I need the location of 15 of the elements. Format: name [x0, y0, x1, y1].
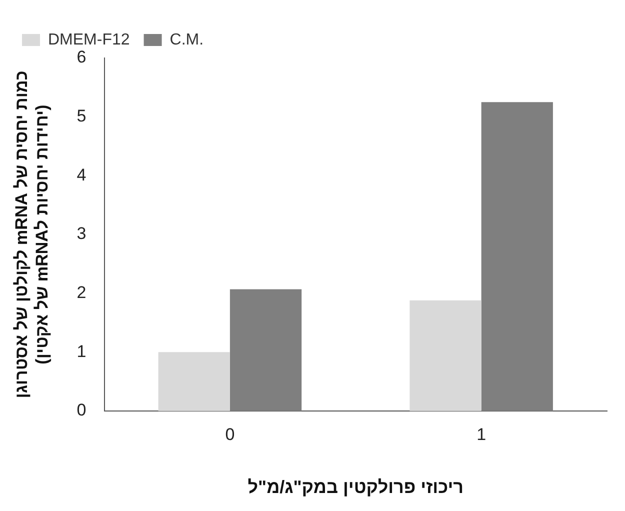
y-tick-label: 0 — [76, 400, 86, 420]
legend-label: DMEM-F12 — [48, 31, 130, 48]
y-tick-label: 3 — [76, 224, 86, 244]
y-tick-label: 5 — [76, 106, 86, 126]
bar — [410, 300, 482, 411]
x-axis-title: ריכוזי פרולקטין במק"ג/מ"ל — [248, 477, 464, 498]
y-axis-title: כמות יחסית של mRNA לקולטן של אסטרוגן (יחידות יחסיות לmRNA של אקטין) — [12, 70, 52, 398]
y-tick-label: 2 — [76, 283, 86, 302]
bar — [481, 102, 553, 411]
y-tick-label: 4 — [76, 165, 86, 184]
legend-label: C.M. — [170, 31, 204, 48]
y-tick-label: 6 — [76, 48, 86, 67]
bar — [230, 289, 302, 411]
y-tick-label: 1 — [76, 342, 86, 361]
bar — [158, 352, 230, 411]
